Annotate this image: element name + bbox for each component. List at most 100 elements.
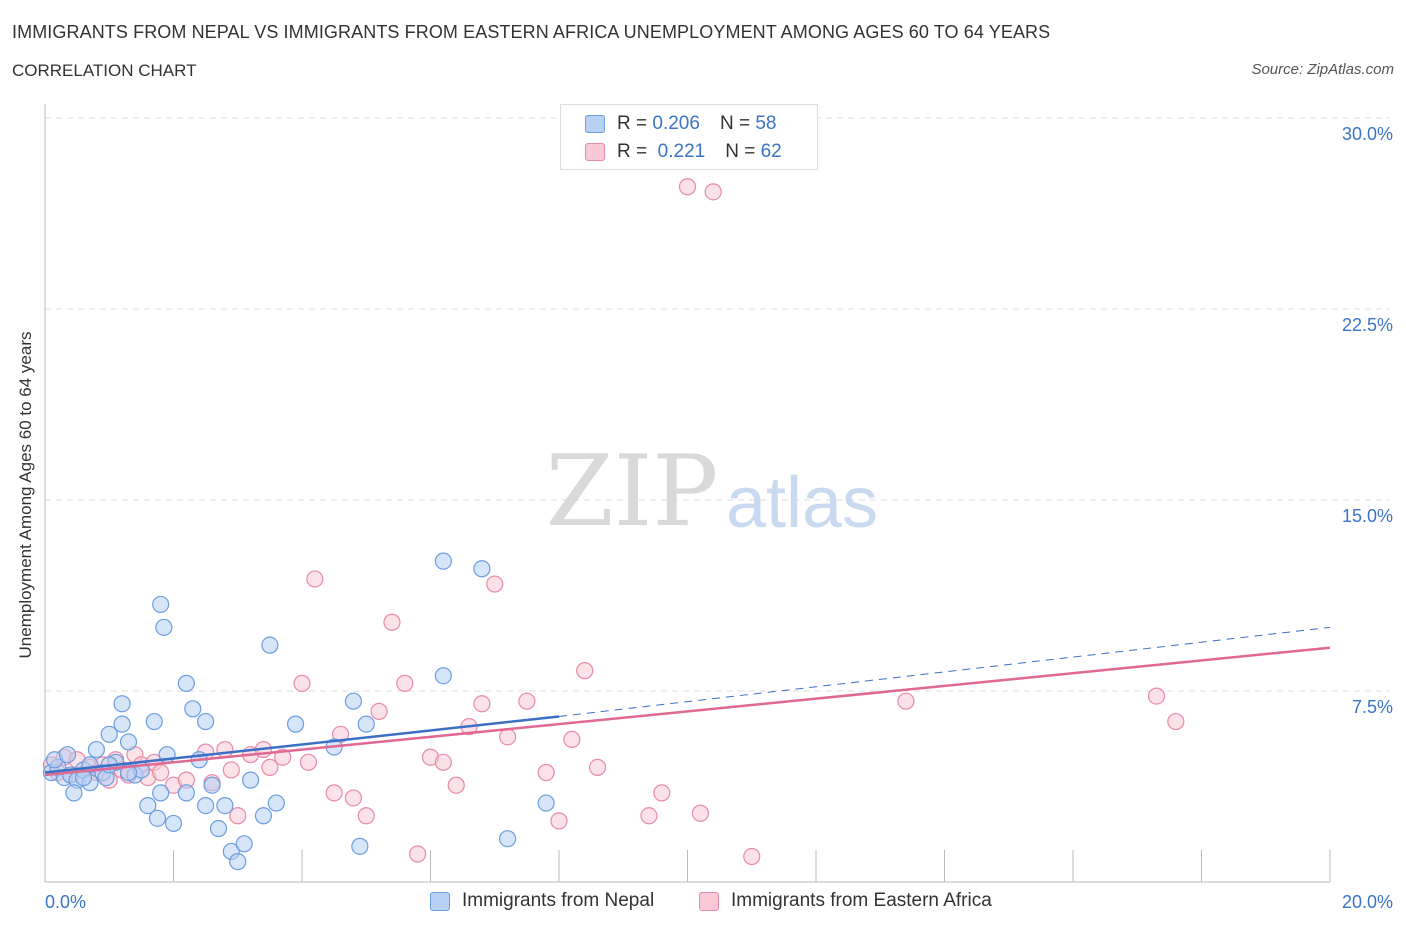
data-point-nepal [261,636,279,654]
data-point-nepal [351,837,369,855]
data-point-eastern-africa [357,807,375,825]
data-point-nepal [197,796,215,815]
data-point-nepal [87,740,106,759]
data-point-nepal [499,830,517,848]
data-point-nepal [184,700,202,718]
watermark-zip: ZIP [546,435,719,549]
y-tick-label: 7.5% [1352,697,1393,717]
tick-labels: 7.5% 15.0% 22.5% 30.0% 0.0% 20.0% [45,124,1393,912]
data-point-eastern-africa [486,575,504,593]
legend-swatch-nepal [585,115,605,133]
axes [44,104,1331,883]
trend-line-eastern-africa [44,646,1331,777]
data-point-eastern-africa [743,847,761,866]
data-point-eastern-africa [222,761,240,779]
chart-subtitle: CORRELATION CHART [12,61,197,80]
legend-row-nepal: R = 0.206 N = 58 [585,112,776,136]
data-point-nepal [113,715,131,733]
data-point-nepal [100,725,118,743]
legend-n-value-nepal: 58 [755,113,777,134]
trend-lines [44,626,1331,777]
data-point-eastern-africa [229,807,247,825]
data-point-nepal [152,784,170,802]
data-point-nepal [139,796,157,815]
data-point-nepal [229,853,247,871]
data-point-eastern-africa [473,695,491,713]
data-point-nepal [148,809,167,827]
legend-n-label: N = [719,113,751,134]
data-point-nepal [216,796,234,815]
data-point-eastern-africa [306,570,324,588]
data-point-eastern-africa [344,789,362,807]
bottom-legend-nepal: Immigrants from Nepal [430,890,654,912]
data-point-nepal [537,794,555,812]
trend-line-nepal [44,715,560,774]
data-point-eastern-africa [576,662,594,680]
x-tick-label: 0.0% [45,892,86,912]
data-point-nepal [152,595,170,614]
watermark: ZIP atlas [546,435,878,549]
data-point-eastern-africa [563,730,581,748]
legend-r-label: R = [617,141,648,162]
bottom-legend-swatch-nepal [430,891,450,911]
data-point-eastern-africa [704,183,722,201]
y-tick-label: 22.5% [1342,315,1393,335]
data-point-eastern-africa [396,674,414,692]
data-point-eastern-africa [409,845,427,863]
data-point-nepal [209,819,228,838]
watermark-atlas: atlas [726,463,878,543]
bottom-legend-swatch-eastern-africa [699,891,719,911]
y-tick-label: 30.0% [1342,124,1393,144]
data-point-nepal [58,746,77,764]
x-tick-label: 20.0% [1342,892,1393,912]
data-point-nepal [164,814,183,833]
series-nepal-points [42,552,555,871]
data-point-eastern-africa [499,728,517,746]
data-point-nepal [267,794,285,812]
data-point-eastern-africa [653,784,671,802]
data-point-eastern-africa [691,804,709,822]
data-point-eastern-africa [434,753,452,771]
data-point-eastern-africa [370,702,388,720]
bottom-legend-eastern-africa: Immigrants from Eastern Africa [699,890,992,912]
data-point-nepal [177,784,195,802]
legend-r-label: R = [617,113,648,134]
data-point-nepal [242,771,260,789]
legend-row-eastern-africa: R = 0.221 N = 62 [585,140,782,164]
data-point-nepal [434,552,452,570]
data-point-eastern-africa [325,784,343,802]
legend-n-label: N = [725,141,756,162]
y-tick-label: 15.0% [1342,506,1393,526]
data-point-eastern-africa [640,807,658,825]
legend-r-value-eastern-africa: 0.221 [657,141,706,162]
data-point-eastern-africa [216,740,234,759]
data-point-eastern-africa [897,692,915,710]
data-point-nepal [286,715,305,733]
data-point-eastern-africa [293,674,311,692]
data-point-nepal [473,560,491,578]
data-point-eastern-africa [537,763,555,782]
data-point-nepal [145,712,163,731]
data-point-eastern-africa [152,763,170,782]
data-point-eastern-africa [1147,687,1166,705]
data-point-nepal [203,776,221,794]
data-point-nepal [65,784,83,802]
data-point-eastern-africa [678,178,697,196]
data-point-eastern-africa [261,758,279,777]
legend-r-value-nepal: 0.206 [652,113,700,134]
data-point-nepal [177,674,195,692]
data-point-nepal [113,695,131,713]
bottom-legend-label-nepal: Immigrants from Nepal [462,890,655,911]
data-point-eastern-africa [447,776,465,794]
bottom-legend-label-eastern-africa: Immigrants from Eastern Africa [731,890,992,911]
data-point-eastern-africa [588,758,607,777]
data-point-nepal [74,768,93,787]
data-point-nepal [357,715,375,733]
legend-n-value-eastern-africa: 62 [760,141,782,162]
data-point-nepal [197,712,215,731]
data-point-nepal [344,692,362,710]
correlation-legend: R = 0.206 N = 58 R = 0.221 N = 62 [560,104,818,170]
data-point-eastern-africa [383,613,401,631]
data-point-eastern-africa [550,812,568,830]
